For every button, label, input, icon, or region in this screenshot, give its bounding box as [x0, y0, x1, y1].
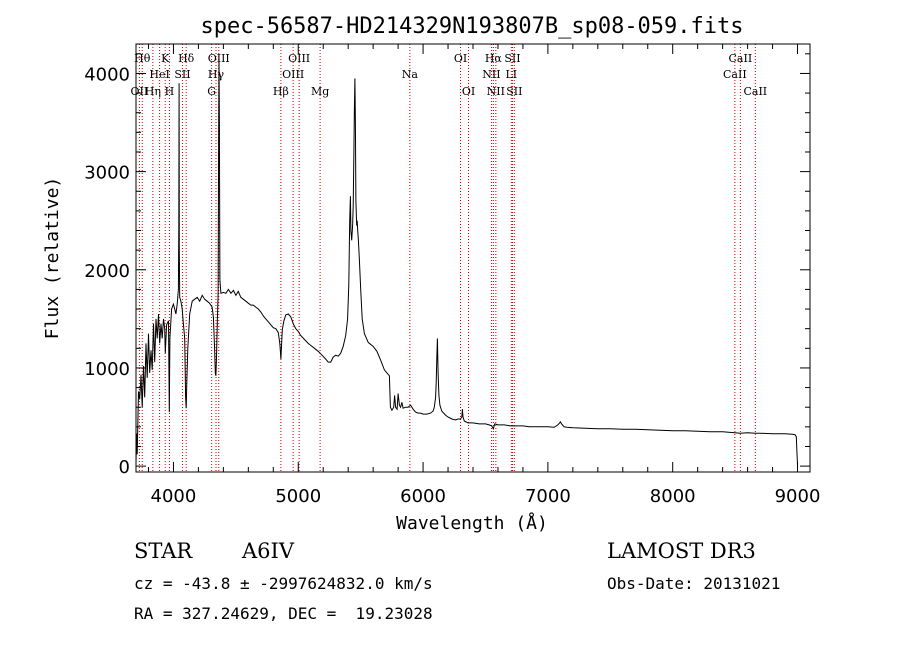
- chart-title: spec-56587-HD214329N193807B_sp08-059.fit…: [200, 14, 743, 39]
- line-marker-label: CaII: [723, 68, 747, 81]
- line-marker-label: OIII: [208, 52, 230, 65]
- y-tick-label: 3000: [84, 163, 130, 184]
- y-axis-ticks: 0 1000 2000 3000 4000: [84, 53, 810, 478]
- x-tick-label: 4000: [151, 486, 197, 507]
- line-marker-label: CaII: [729, 52, 753, 65]
- line-marker-label: Hδ: [178, 52, 195, 65]
- y-tick-label: 1000: [84, 359, 130, 380]
- survey-name: LAMOST DR3: [607, 539, 756, 563]
- redshift-velocity: cz = -43.8 ± -2997624832.0 km/s: [134, 574, 433, 593]
- y-tick-label: 4000: [84, 64, 130, 85]
- y-tick-label: 2000: [84, 261, 130, 282]
- x-tick-label: 9000: [775, 486, 821, 507]
- line-marker-label: OIII: [288, 52, 310, 65]
- object-subclass: A6IV: [242, 539, 294, 563]
- line-marker-label: HeI: [149, 68, 169, 81]
- line-marker-label: Hα: [485, 52, 503, 65]
- line-marker-label: OII: [131, 85, 149, 98]
- line-marker-label: CaII: [743, 85, 767, 98]
- emission-line-markers: [138, 44, 756, 472]
- line-marker-label: Hγ: [208, 68, 225, 81]
- line-marker-label: K: [161, 52, 170, 65]
- line-marker-label: G: [207, 85, 216, 98]
- line-marker-label: OI: [454, 52, 467, 65]
- line-marker-label: SII: [506, 85, 522, 98]
- line-marker-label: Mg: [311, 85, 329, 98]
- spectrum-line: [135, 58, 798, 466]
- line-marker-label: Hβ: [273, 85, 289, 98]
- line-marker-label: OI: [462, 85, 475, 98]
- plot-frame: [135, 43, 811, 473]
- line-marker-label: Hη: [145, 85, 161, 98]
- x-tick-label: 5000: [275, 486, 321, 507]
- line-marker-label: SII: [504, 52, 520, 65]
- line-marker-label: NII: [482, 68, 500, 81]
- coordinates: RA = 327.24629, DEC = 19.23028: [134, 604, 433, 623]
- line-marker-label: Hθ: [134, 52, 151, 65]
- line-marker-label: OIII: [282, 68, 304, 81]
- x-axis-label: Wavelength (Å): [396, 512, 548, 534]
- line-marker-label: LI: [505, 68, 517, 81]
- x-tick-label: 6000: [400, 486, 446, 507]
- observation-date: Obs-Date: 20131021: [607, 574, 781, 593]
- y-tick-label: 0: [119, 457, 130, 478]
- line-marker-label: NII: [487, 85, 505, 98]
- x-axis-ticks: 4000 5000 6000 7000 8000 9000: [147, 44, 821, 507]
- line-marker-label: Na: [402, 68, 419, 81]
- object-class: STAR: [134, 539, 193, 563]
- y-axis-label: Flux (relative): [42, 177, 63, 340]
- x-tick-label: 7000: [525, 486, 571, 507]
- x-tick-label: 8000: [650, 486, 696, 507]
- line-marker-label: SII: [174, 68, 190, 81]
- line-marker-label: H: [165, 85, 175, 98]
